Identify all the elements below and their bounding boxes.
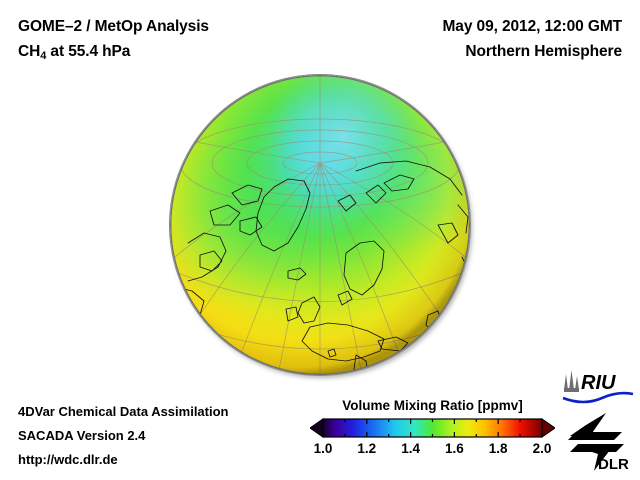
header-left: GOME–2 / MetOp Analysis CH4 at 55.4 hPa [18,14,209,69]
footer-line-url[interactable]: http://wdc.dlr.de [18,452,118,467]
footer-line-version: SACADA Version 2.4 [18,428,146,443]
colorbar-tick-label: 1.4 [401,441,420,456]
page-title: GOME–2 / MetOp Analysis [18,18,209,35]
orthographic-globe [170,75,470,375]
colorbar-tick-label: 1.6 [445,441,464,456]
colorbar-tick-label: 2.0 [532,441,552,456]
riu-logo-mark: RIU [562,370,634,404]
colorbar-tick-label: 1.8 [488,441,508,456]
colorbar-tick-labels: 1.0 1.2 1.4 1.6 1.8 2.0 [310,441,555,461]
riu-towers-icon [564,370,579,392]
colorbar-max-arrow [541,418,556,438]
riu-logo-text: RIU [581,372,616,394]
globe-map [170,75,470,375]
dlr-logo: DLR [566,412,634,473]
dlr-pinwheel-icon [568,413,624,471]
colorbar-ticks [322,419,543,437]
colorbar-block: Volume Mixing Ratio [ppmv] 1.0 1.2 1.4 1.6 1… [309,398,556,461]
colorbar-tick-label: 1.0 [313,441,333,456]
dlr-logo-text: DLR [598,456,629,472]
pressure-level: at 55.4 hPa [46,43,131,60]
species-name: CH [18,43,41,60]
hemisphere-label: Northern Hemisphere [465,43,622,60]
colorbar-title: Volume Mixing Ratio [ppmv] [342,398,523,413]
footer-credits: 4DVar Chemical Data Assimilation SACADA … [18,400,229,472]
colorbar-min-arrow [309,418,324,438]
colorbar-svg [309,418,556,438]
riu-logo: RIU [560,368,636,404]
dlr-logo-mark: DLR [568,413,629,473]
colorbar-strip [309,417,556,439]
colorbar-tick-label: 1.2 [357,441,377,456]
header-right: May 09, 2012, 12:00 GMT Northern Hemisph… [443,14,623,64]
globe-container [168,73,472,377]
valid-datetime: May 09, 2012, 12:00 GMT [442,18,623,35]
species-level-label: CH4 at 55.4 hPa [18,39,209,69]
footer-line-method: 4DVar Chemical Data Assimilation [18,404,229,419]
species-subscript: 4 [40,50,47,62]
riu-wave-icon [562,391,634,404]
